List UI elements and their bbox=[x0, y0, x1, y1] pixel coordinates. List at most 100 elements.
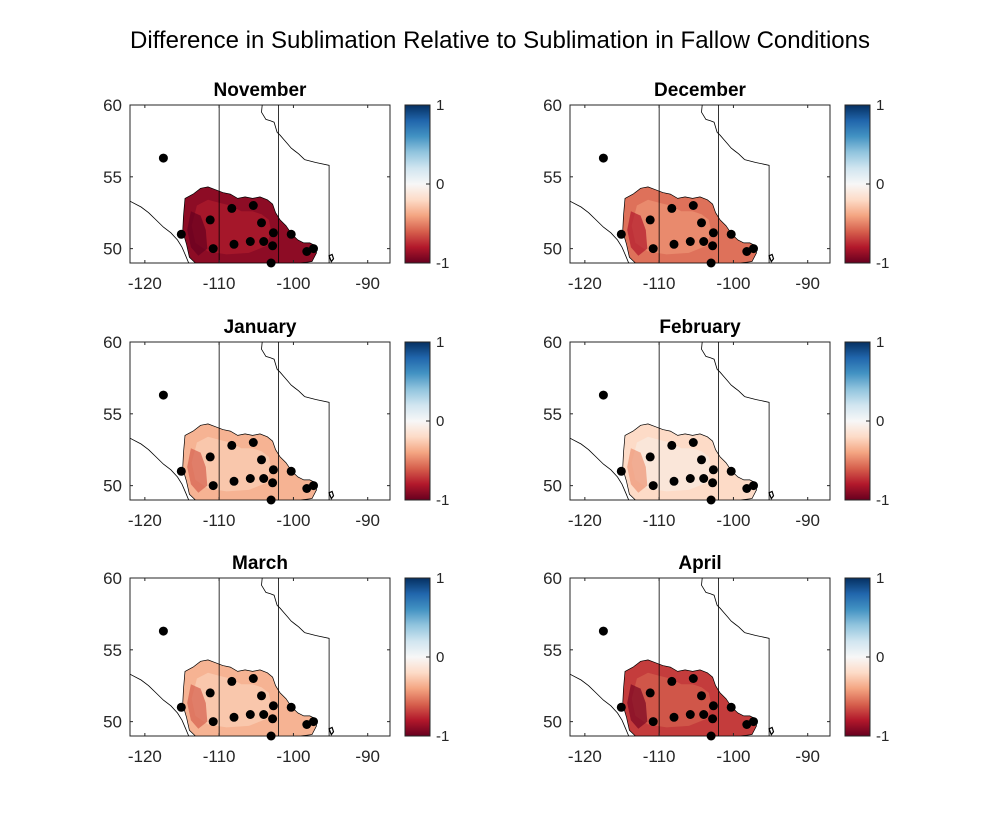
x-tick-label: -100 bbox=[276, 511, 310, 530]
y-tick-label: 55 bbox=[103, 168, 122, 187]
panel-title: February bbox=[659, 317, 741, 338]
panel-title: March bbox=[232, 553, 288, 574]
station-marker bbox=[645, 452, 655, 462]
x-tick-label: -90 bbox=[355, 511, 380, 530]
station-marker bbox=[266, 495, 276, 505]
boundary-line-east bbox=[304, 632, 330, 736]
x-tick-label: -120 bbox=[568, 274, 602, 293]
boundary-line-west bbox=[570, 437, 630, 500]
station-marker bbox=[268, 241, 278, 251]
station-marker bbox=[688, 674, 698, 683]
station-marker bbox=[266, 258, 276, 268]
boundary-line-east bbox=[744, 159, 770, 263]
boundary-line-northeast bbox=[701, 105, 745, 160]
lake-outline bbox=[768, 726, 775, 736]
sublimation-field-west bbox=[187, 684, 208, 729]
station-marker bbox=[229, 476, 239, 486]
station-marker bbox=[257, 218, 266, 228]
station-marker bbox=[598, 153, 608, 163]
lake-outline bbox=[768, 490, 775, 500]
colorbar-tick-label: -1 bbox=[876, 728, 889, 745]
station-marker bbox=[259, 474, 269, 483]
station-marker bbox=[749, 481, 758, 491]
station-marker bbox=[227, 440, 237, 450]
station-marker bbox=[205, 452, 215, 462]
colorbar-tick-label: -1 bbox=[876, 255, 889, 272]
station-marker bbox=[245, 237, 255, 246]
station-marker bbox=[598, 390, 608, 400]
y-tick-label: 50 bbox=[543, 477, 562, 496]
station-marker bbox=[268, 714, 278, 724]
x-tick-label: -90 bbox=[795, 511, 820, 530]
station-marker bbox=[708, 701, 718, 711]
station-marker bbox=[708, 478, 718, 488]
station-marker bbox=[248, 438, 258, 447]
station-marker bbox=[616, 229, 626, 239]
station-marker bbox=[158, 626, 168, 636]
station-marker bbox=[726, 702, 736, 712]
x-tick-label: -110 bbox=[643, 747, 676, 766]
station-marker bbox=[706, 495, 716, 505]
x-tick-label: -90 bbox=[795, 274, 820, 293]
boundary-line-west bbox=[130, 437, 190, 500]
panel-title: November bbox=[214, 80, 308, 101]
sublimation-field-west bbox=[187, 211, 208, 256]
y-tick-label: 60 bbox=[103, 569, 122, 588]
colorbar-tick-label: 0 bbox=[436, 649, 444, 666]
station-marker bbox=[248, 674, 258, 683]
sublimation-field-west bbox=[627, 211, 648, 256]
station-marker bbox=[616, 466, 626, 476]
y-tick-label: 60 bbox=[543, 333, 562, 352]
x-tick-label: -110 bbox=[643, 274, 676, 293]
colorbar-tick-label: 0 bbox=[876, 649, 884, 666]
x-tick-label: -120 bbox=[568, 511, 602, 530]
boundary-line-east bbox=[304, 396, 330, 500]
station-marker bbox=[309, 717, 318, 727]
figure-title: Difference in Sublimation Relative to Su… bbox=[130, 27, 870, 54]
station-marker bbox=[245, 710, 255, 719]
station-marker bbox=[685, 474, 695, 483]
station-marker bbox=[749, 244, 758, 254]
sublimation-field-west bbox=[187, 448, 208, 493]
boundary-line-northeast bbox=[261, 342, 305, 397]
station-marker bbox=[229, 239, 239, 249]
station-marker bbox=[667, 676, 677, 686]
colorbar bbox=[404, 577, 431, 737]
lake-outline bbox=[768, 253, 775, 263]
lake-outline bbox=[328, 490, 335, 500]
colorbar bbox=[844, 577, 871, 737]
station-marker bbox=[227, 676, 237, 686]
station-marker bbox=[648, 481, 658, 491]
station-marker bbox=[648, 717, 658, 727]
station-marker bbox=[259, 237, 269, 246]
station-marker bbox=[257, 455, 266, 465]
colorbar-tick-label: 1 bbox=[876, 570, 884, 587]
y-tick-label: 50 bbox=[543, 240, 562, 259]
colorbar-tick-label: 1 bbox=[436, 334, 444, 351]
x-tick-label: -100 bbox=[276, 747, 310, 766]
map-panel-december: -120 -110 -100 -90 50 55 60 December -1 0 1 bbox=[543, 80, 889, 293]
colorbar bbox=[844, 104, 871, 264]
x-tick-label: -110 bbox=[203, 274, 236, 293]
station-marker bbox=[697, 691, 706, 701]
x-tick-label: -120 bbox=[128, 511, 162, 530]
station-marker bbox=[598, 626, 608, 636]
colorbar-tick-label: 1 bbox=[876, 334, 884, 351]
axes-box bbox=[569, 341, 831, 501]
boundary-line-west bbox=[130, 673, 190, 736]
x-tick-label: -90 bbox=[795, 747, 820, 766]
panel-title: December bbox=[654, 80, 746, 101]
station-marker bbox=[266, 731, 276, 741]
station-marker bbox=[268, 701, 278, 711]
station-marker bbox=[248, 201, 258, 210]
station-marker bbox=[176, 466, 186, 476]
station-marker bbox=[708, 465, 718, 475]
station-marker bbox=[708, 714, 718, 724]
station-marker bbox=[685, 710, 695, 719]
y-tick-label: 50 bbox=[543, 713, 562, 732]
station-marker bbox=[268, 228, 278, 238]
station-marker bbox=[749, 717, 758, 727]
y-tick-label: 55 bbox=[543, 641, 562, 660]
station-marker bbox=[706, 731, 716, 741]
map-panel-november: -120 -110 -100 -90 50 55 60 November -1 0 1 bbox=[103, 80, 449, 293]
